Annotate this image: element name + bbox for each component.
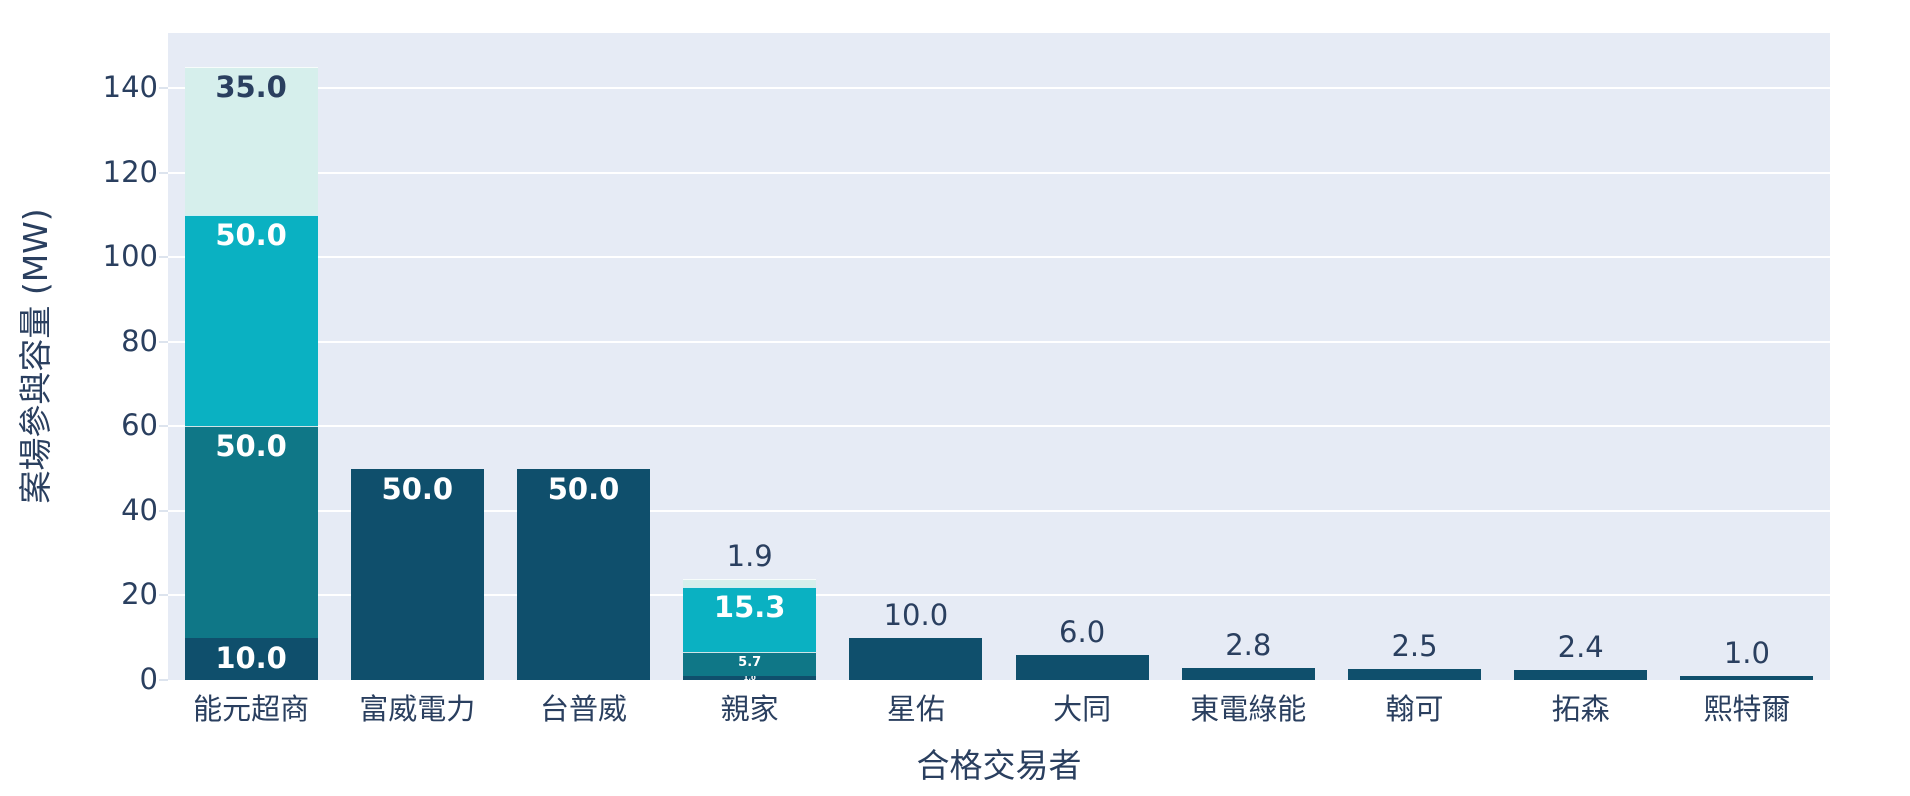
bar-value-label: 2.8 (1225, 628, 1272, 663)
x-tick-label: 親家 (720, 692, 779, 726)
y-tick-label: 120 (102, 154, 158, 189)
x-tick-label: 大同 (1053, 692, 1112, 726)
gridline (168, 509, 1830, 512)
bar-value-label: 15.3 (713, 589, 786, 624)
x-tick-label: 翰可 (1385, 692, 1444, 726)
bar-value-label: 50.0 (381, 471, 454, 506)
gridline (168, 256, 1830, 259)
y-axis-title: 案場參與容量 (MW) (16, 208, 55, 504)
bar-segment (1015, 654, 1149, 680)
y-tick-mark (159, 171, 168, 174)
y-tick-mark (159, 594, 168, 597)
bar-segment (683, 586, 817, 652)
bar-value-label: 2.5 (1391, 629, 1438, 664)
bar-value-label: 1.9 (726, 538, 773, 573)
x-tick-label: 熙特爾 (1703, 692, 1791, 726)
y-tick-label: 80 (121, 323, 158, 358)
y-tick-label: 20 (121, 577, 158, 612)
bar-segment (184, 637, 318, 680)
y-tick-label: 60 (121, 408, 158, 443)
bar-segment (350, 468, 484, 680)
x-tick-label: 富威電力 (359, 692, 476, 726)
bar-segment (683, 651, 817, 676)
bar-value-label: 10.0 (215, 640, 287, 675)
bar-value-label: 5.7 (738, 655, 762, 671)
bar-value-label: 10.0 (883, 597, 949, 632)
bar-value-label: 50.0 (547, 471, 620, 506)
bar-value-label: 35.0 (215, 69, 287, 104)
bar-value-label: 2.4 (1557, 629, 1604, 664)
x-tick-label: 拓森 (1551, 692, 1610, 726)
bar-segment: 1.0 (683, 675, 817, 680)
x-axis-title: 合格交易者 (916, 746, 1082, 785)
bar-segment (1680, 675, 1814, 680)
y-tick-label: 40 (121, 492, 158, 527)
bar-value-label-clipped: 1.0 (743, 675, 756, 680)
y-tick-label: 140 (102, 69, 158, 104)
x-tick-label: 星佑 (886, 692, 945, 726)
bar-segment (1514, 669, 1648, 680)
bar-value-label: 50.0 (215, 429, 287, 464)
bar-segment (184, 214, 318, 427)
bar-segment (184, 426, 318, 638)
bar-segment (683, 578, 817, 587)
y-tick-mark (159, 340, 168, 343)
y-tick-mark (159, 509, 168, 512)
gridline (168, 594, 1830, 597)
y-tick-label: 0 (139, 662, 158, 696)
bar-value-label: 50.0 (215, 217, 287, 252)
gridline (168, 86, 1830, 89)
bar-value-label: 6.0 (1059, 614, 1106, 649)
bar-segment (517, 468, 650, 680)
x-tick-label: 東電綠能 (1190, 692, 1307, 726)
y-tick-mark (159, 256, 168, 259)
x-tick-label: 能元超商 (193, 692, 310, 726)
gridline (168, 425, 1830, 428)
gridline (168, 340, 1830, 343)
bar-segment (1348, 669, 1481, 680)
bar-segment (849, 637, 983, 680)
y-tick-mark (159, 425, 168, 428)
y-tick-mark (159, 679, 168, 681)
bar-value-label: 1.0 (1723, 635, 1770, 670)
bar-segment (1181, 668, 1315, 680)
y-tick-label: 100 (102, 239, 158, 274)
x-tick-label: 台普威 (539, 692, 627, 726)
bar-segment (184, 66, 318, 215)
y-tick-mark (159, 86, 168, 89)
gridline (168, 171, 1830, 174)
